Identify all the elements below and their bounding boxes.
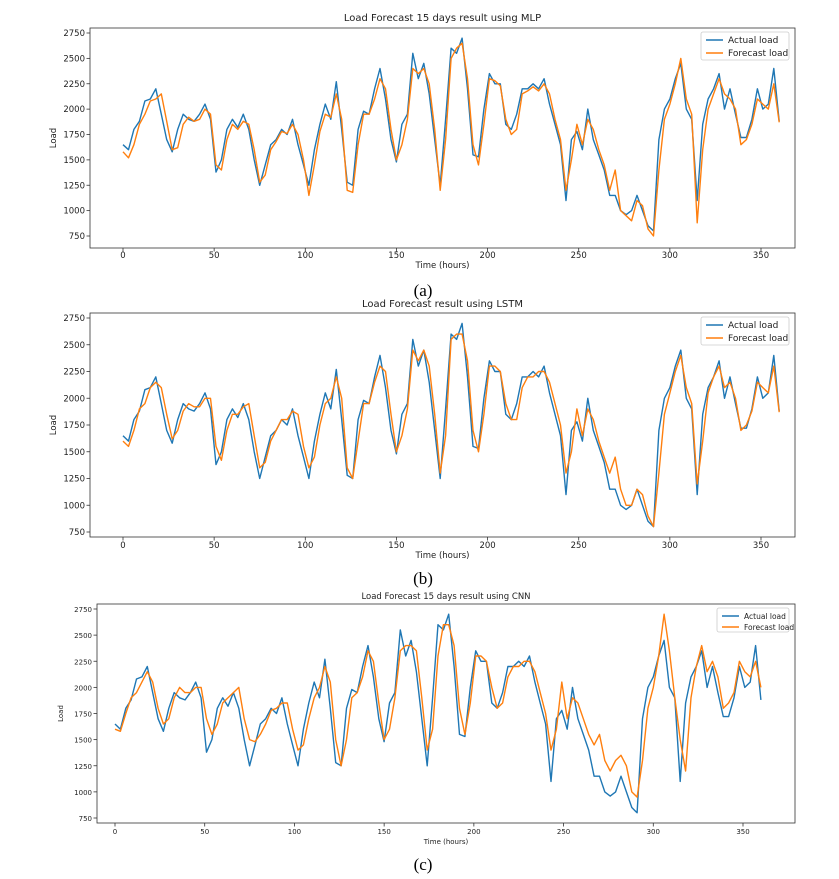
y-tick-label: 750	[79, 815, 92, 823]
x-tick-label: 350	[736, 828, 749, 836]
x-tick-label: 300	[662, 541, 678, 551]
x-tick-label: 200	[467, 828, 480, 836]
y-axis-label: Load	[49, 415, 59, 435]
chart-panel-c: Load Forecast 15 days result using CNN 0 5…	[57, 592, 796, 874]
actual-load-line	[122, 37, 780, 232]
x-tick-label: 50	[200, 828, 209, 836]
x-tick-label: 350	[753, 541, 769, 551]
x-tick-label: 0	[113, 828, 117, 836]
x-tick-label: 150	[377, 828, 390, 836]
forecast-load-line	[122, 333, 780, 528]
chart-title: Load Forecast 15 days result using CNN	[361, 592, 530, 602]
x-tick-label: 200	[479, 251, 495, 261]
y-tick-label: 1250	[63, 475, 85, 485]
y-tick-label: 1250	[74, 763, 92, 771]
y-tick-label: 2000	[63, 394, 85, 404]
y-tick-label: 2250	[74, 658, 92, 666]
chart-title: Load Forecast result using LSTM	[362, 299, 523, 310]
y-tick-label: 1750	[63, 421, 85, 431]
y-axis-label: Load	[49, 128, 59, 148]
x-tick-label: 100	[288, 828, 301, 836]
x-tick-label: 150	[388, 251, 404, 261]
y-tick-label: 2500	[74, 632, 92, 640]
x-tick-label: 250	[571, 251, 587, 261]
y-axis-label: Load	[57, 705, 65, 722]
y-tick-label: 1750	[63, 131, 85, 141]
legend: Actual load Forecast load	[716, 607, 794, 633]
chart-title: Load Forecast 15 days result using MLP	[344, 13, 541, 24]
legend-actual-label: Actual load	[744, 612, 786, 621]
forecast-load-line	[114, 613, 762, 798]
x-tick-label: 250	[557, 828, 570, 836]
x-tick-label: 200	[479, 541, 495, 551]
legend-forecast-label: Forecast load	[728, 49, 788, 59]
x-axis-label: Time (hours)	[414, 261, 469, 271]
x-tick-label: 300	[647, 828, 660, 836]
legend-box	[716, 607, 790, 633]
actual-load-line	[114, 613, 762, 814]
legend: Actual load Forecast load	[700, 31, 790, 61]
x-tick-label: 250	[571, 541, 587, 551]
legend: Actual load Forecast load	[700, 316, 790, 346]
y-tick-label: 2250	[63, 80, 85, 90]
x-tick-label: 0	[120, 251, 125, 261]
y-tick-label: 750	[69, 528, 85, 538]
legend-actual-label: Actual load	[728, 321, 778, 331]
x-tick-label: 100	[297, 541, 313, 551]
x-tick-label: 50	[209, 251, 220, 261]
y-tick-label: 1500	[63, 156, 85, 166]
x-axis-label: Time (hours)	[423, 838, 469, 846]
y-tick-label: 2000	[63, 105, 85, 115]
figure-caption: (c)	[414, 855, 433, 874]
y-tick-label: 750	[69, 232, 85, 242]
x-tick-label: 350	[753, 251, 769, 261]
figure-caption: (a)	[414, 281, 433, 300]
legend-actual-label: Actual load	[728, 36, 778, 46]
y-tick-label: 2750	[74, 606, 92, 614]
y-tick-label: 2000	[74, 684, 92, 692]
legend-forecast-label: Forecast load	[728, 334, 788, 344]
x-tick-label: 100	[297, 251, 313, 261]
y-tick-label: 1000	[63, 207, 85, 217]
legend-forecast-label: Forecast load	[744, 623, 794, 632]
y-tick-label: 2250	[63, 368, 85, 378]
chart-panel-b: Load Forecast result using LSTM 0 50 100 150…	[49, 299, 796, 588]
y-tick-label: 1000	[74, 789, 92, 797]
forecast-load-line	[122, 42, 780, 237]
x-tick-label: 150	[388, 541, 404, 551]
y-tick-label: 1250	[63, 181, 85, 191]
x-tick-label: 300	[662, 251, 678, 261]
chart-panel-a: Load Forecast 15 days result using MLP 0 5…	[49, 13, 796, 300]
y-tick-label: 2750	[63, 314, 85, 324]
y-tick-label: 2500	[63, 341, 85, 351]
figure-caption: (b)	[413, 569, 433, 588]
y-tick-label: 2750	[63, 29, 85, 39]
y-tick-label: 1500	[74, 737, 92, 745]
x-axis-label: Time (hours)	[414, 551, 469, 561]
y-tick-label: 1500	[63, 448, 85, 458]
actual-load-line	[122, 322, 780, 528]
plot-frame	[89, 27, 796, 249]
x-tick-label: 50	[209, 541, 220, 551]
plot-frame	[89, 312, 796, 538]
y-tick-label: 1750	[74, 711, 92, 719]
y-tick-label: 1000	[63, 501, 85, 511]
x-tick-label: 0	[120, 541, 125, 551]
y-tick-label: 2500	[63, 54, 85, 64]
